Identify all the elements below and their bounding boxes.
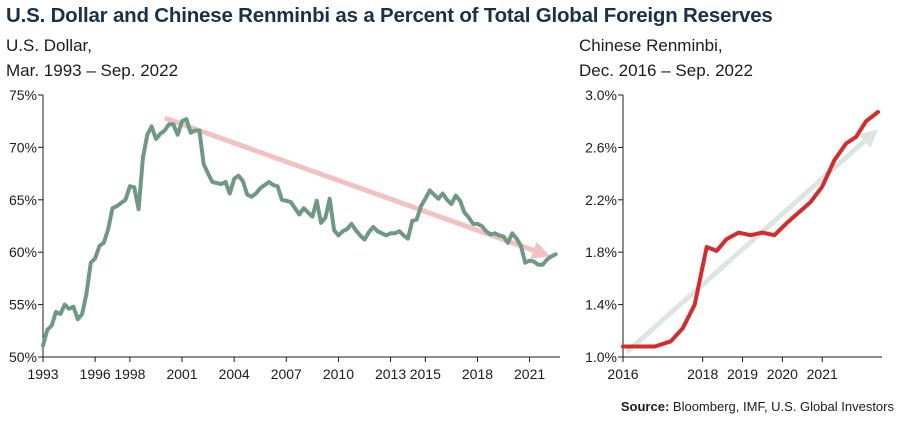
usd-y-tick-label: 55% [9, 297, 37, 313]
cny-y-tick-label: 3.0% [585, 87, 617, 103]
usd-trend-arrow-head [530, 241, 551, 259]
usd-x-tick-label: 1996 [80, 366, 111, 382]
cny-x-tick-label: 2021 [807, 366, 838, 382]
usd-x-tick-label: 2004 [219, 366, 250, 382]
usd-x-tick-label: 2015 [410, 366, 441, 382]
usd-x-tick-label: 2007 [271, 366, 302, 382]
source-text: Bloomberg, IMF, U.S. Global Investors [672, 399, 894, 414]
usd-x-tick-label: 1998 [114, 366, 145, 382]
usd-x-tick-label: 2018 [462, 366, 493, 382]
usd-trend-arrow-shaft [163, 115, 535, 253]
source-label: Source: [620, 399, 670, 414]
usd-series-line [41, 117, 558, 348]
usd-y-tick-label: 50% [9, 349, 37, 365]
usd-x-tick-label: 2001 [166, 366, 197, 382]
cny-y-tick-label: 1.4% [585, 297, 617, 313]
cny-x-tick-label: 2016 [607, 366, 638, 382]
usd-x-tick-label: 2013 [375, 366, 406, 382]
usd-subtitle: U.S. Dollar, Mar. 1993 – Sep. 2022 [6, 33, 178, 83]
cny-subtitle-line2: Dec. 2016 – Sep. 2022 [579, 61, 753, 80]
cny-y-tick-label: 1.8% [585, 244, 617, 260]
cny-x-tick-label: 2019 [727, 366, 758, 382]
usd-x-tick-label: 2010 [323, 366, 354, 382]
usd-x-tick-label: 1993 [27, 366, 58, 382]
usd-y-tick-label: 65% [9, 192, 37, 208]
usd-subtitle-line2: Mar. 1993 – Sep. 2022 [6, 61, 179, 80]
cny-x-tick-label: 2018 [687, 366, 718, 382]
chart-title: U.S. Dollar and Chinese Renminbi as a Pe… [6, 4, 773, 27]
cny-series-line [621, 110, 880, 349]
cny-y-tick-label: 1.0% [585, 349, 617, 365]
source-note: Source: Bloomberg, IMF, U.S. Global Inve… [621, 399, 894, 414]
cny-y-tick-label: 2.2% [585, 192, 617, 208]
cny-trend-arrow-head [858, 129, 878, 148]
usd-y-tick-label: 75% [9, 87, 37, 103]
usd-y-tick-label: 60% [9, 244, 37, 260]
cny-y-tick-label: 2.6% [585, 139, 617, 155]
usd-y-tick-label: 70% [9, 139, 37, 155]
cny-subtitle-line1: Chinese Renminbi, [579, 36, 723, 55]
cny-subtitle: Chinese Renminbi, Dec. 2016 – Sep. 2022 [579, 33, 753, 83]
cny-x-tick-label: 2020 [767, 366, 798, 382]
usd-subtitle-line1: U.S. Dollar, [6, 36, 92, 55]
usd-x-tick-label: 2021 [514, 366, 545, 382]
